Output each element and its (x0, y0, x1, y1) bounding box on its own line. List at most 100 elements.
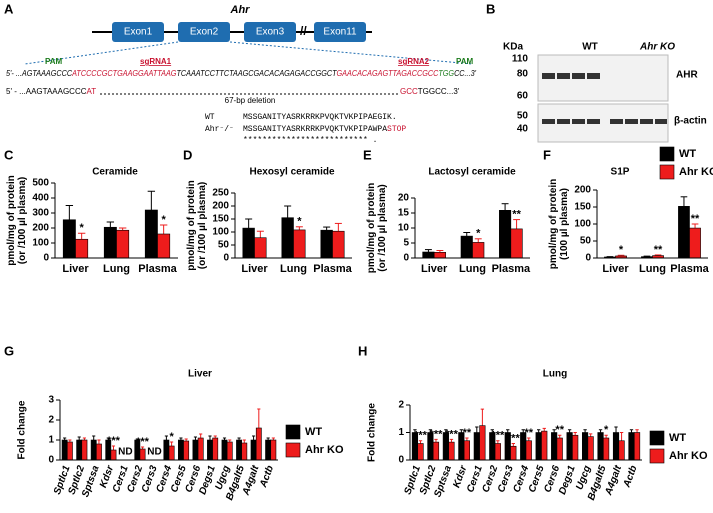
significance: *** (107, 435, 121, 447)
error-bar (558, 434, 562, 438)
error-bar (614, 426, 618, 433)
x-tick-label: Lung (459, 263, 486, 275)
sgrna-label: sgRNA2 (398, 57, 430, 66)
error-bar (542, 427, 546, 432)
x-tick-label: Plasma (313, 263, 352, 275)
error-bar (159, 224, 168, 234)
error-bar (65, 205, 74, 220)
error-bar (635, 429, 639, 433)
error-bar (257, 408, 261, 428)
significance: *** (491, 430, 505, 442)
band (625, 119, 638, 124)
y-axis-label: (or /100 µl plasma) (377, 184, 388, 271)
group-label: WT (582, 42, 598, 53)
y-tick-label: 1 (48, 435, 54, 446)
seq: GCC (400, 87, 418, 96)
error-bar (424, 249, 432, 252)
y-tick-label: 0 (43, 253, 49, 264)
error-bar (106, 437, 110, 440)
bar (510, 228, 523, 259)
bar (183, 440, 190, 461)
legend-label: Ahr KO (679, 166, 713, 178)
y-axis-label: (or /100 µl plasma) (17, 177, 28, 264)
align-name: Ahr⁻/⁻ (205, 125, 234, 134)
error-bar (521, 429, 525, 433)
bar (242, 227, 255, 259)
bar (293, 229, 306, 259)
seq: 5' - ...AAGTAAAGCCC (6, 87, 87, 96)
error-bar (82, 437, 86, 440)
band (557, 119, 570, 124)
band (587, 119, 600, 124)
chart-title: Liver (188, 369, 212, 380)
bar (96, 443, 102, 461)
bar (178, 439, 184, 461)
bar (572, 434, 579, 461)
legend-swatch (285, 424, 301, 440)
y-axis-label: Fold change (17, 400, 28, 459)
error-bar (256, 230, 264, 238)
bar (61, 439, 68, 461)
bar (281, 217, 294, 259)
legend-swatch (649, 430, 665, 446)
error-bar (475, 426, 479, 433)
error-bar (573, 432, 577, 436)
band (542, 73, 555, 79)
panel-letter: G (4, 343, 14, 358)
y-tick-label: 5 (403, 238, 409, 249)
error-bar (428, 429, 433, 433)
bar (90, 439, 97, 461)
panel-letter: A (4, 1, 14, 16)
bar (678, 206, 690, 259)
seq: TGG (438, 69, 454, 78)
x-tick-label: Liver (421, 263, 448, 275)
y-tick-label: 500 (32, 178, 49, 189)
ko-sequence: 5' - ...AAGTAAAGCCCAT (6, 87, 96, 96)
bar (603, 437, 610, 461)
bar (236, 439, 242, 461)
y-tick-label: 100 (574, 219, 591, 230)
error-bar (436, 250, 444, 253)
bands (542, 73, 667, 124)
error-bar (334, 222, 342, 232)
error-bar (680, 196, 688, 207)
bar (265, 439, 272, 461)
error-bar (242, 439, 246, 443)
bar (192, 439, 199, 461)
significance: *** (414, 430, 428, 442)
bar (525, 440, 532, 461)
bar (62, 219, 76, 259)
y-axis-label: pmol/mg of protein (366, 183, 377, 274)
significance: *** (507, 432, 521, 444)
marker: 50 (517, 111, 529, 122)
bar (432, 441, 440, 461)
protein-label: AHR (676, 70, 698, 81)
bar (612, 432, 620, 461)
stop: STOP (387, 125, 406, 134)
group-label: Ahr KO (639, 42, 675, 53)
bar (320, 229, 333, 259)
exon (314, 22, 366, 42)
bar (110, 449, 117, 461)
error-bar (68, 439, 72, 442)
error-bar (213, 435, 217, 438)
bar (250, 439, 257, 461)
bar (535, 432, 542, 461)
seq: 5'- ...AGTAAAGCCC (6, 69, 72, 78)
bar (581, 432, 589, 461)
bar (207, 439, 213, 461)
bar (197, 437, 204, 461)
error-bar (629, 429, 634, 433)
legend-label: WT (305, 426, 322, 438)
error-bar (552, 429, 556, 433)
y-tick-label: 3 (48, 395, 54, 406)
error-bar (222, 437, 227, 440)
y-tick-label: 250 (212, 188, 229, 199)
bar (422, 251, 435, 259)
bar-chart: F S1P pmol/mg of protein (100 µl plasma) 0 50… (543, 146, 713, 275)
error-bar (496, 440, 500, 444)
sgrna-label: sgRNA1 (140, 57, 172, 66)
y-tick-label: 10 (398, 223, 410, 234)
band (610, 119, 623, 124)
bar (139, 448, 146, 461)
